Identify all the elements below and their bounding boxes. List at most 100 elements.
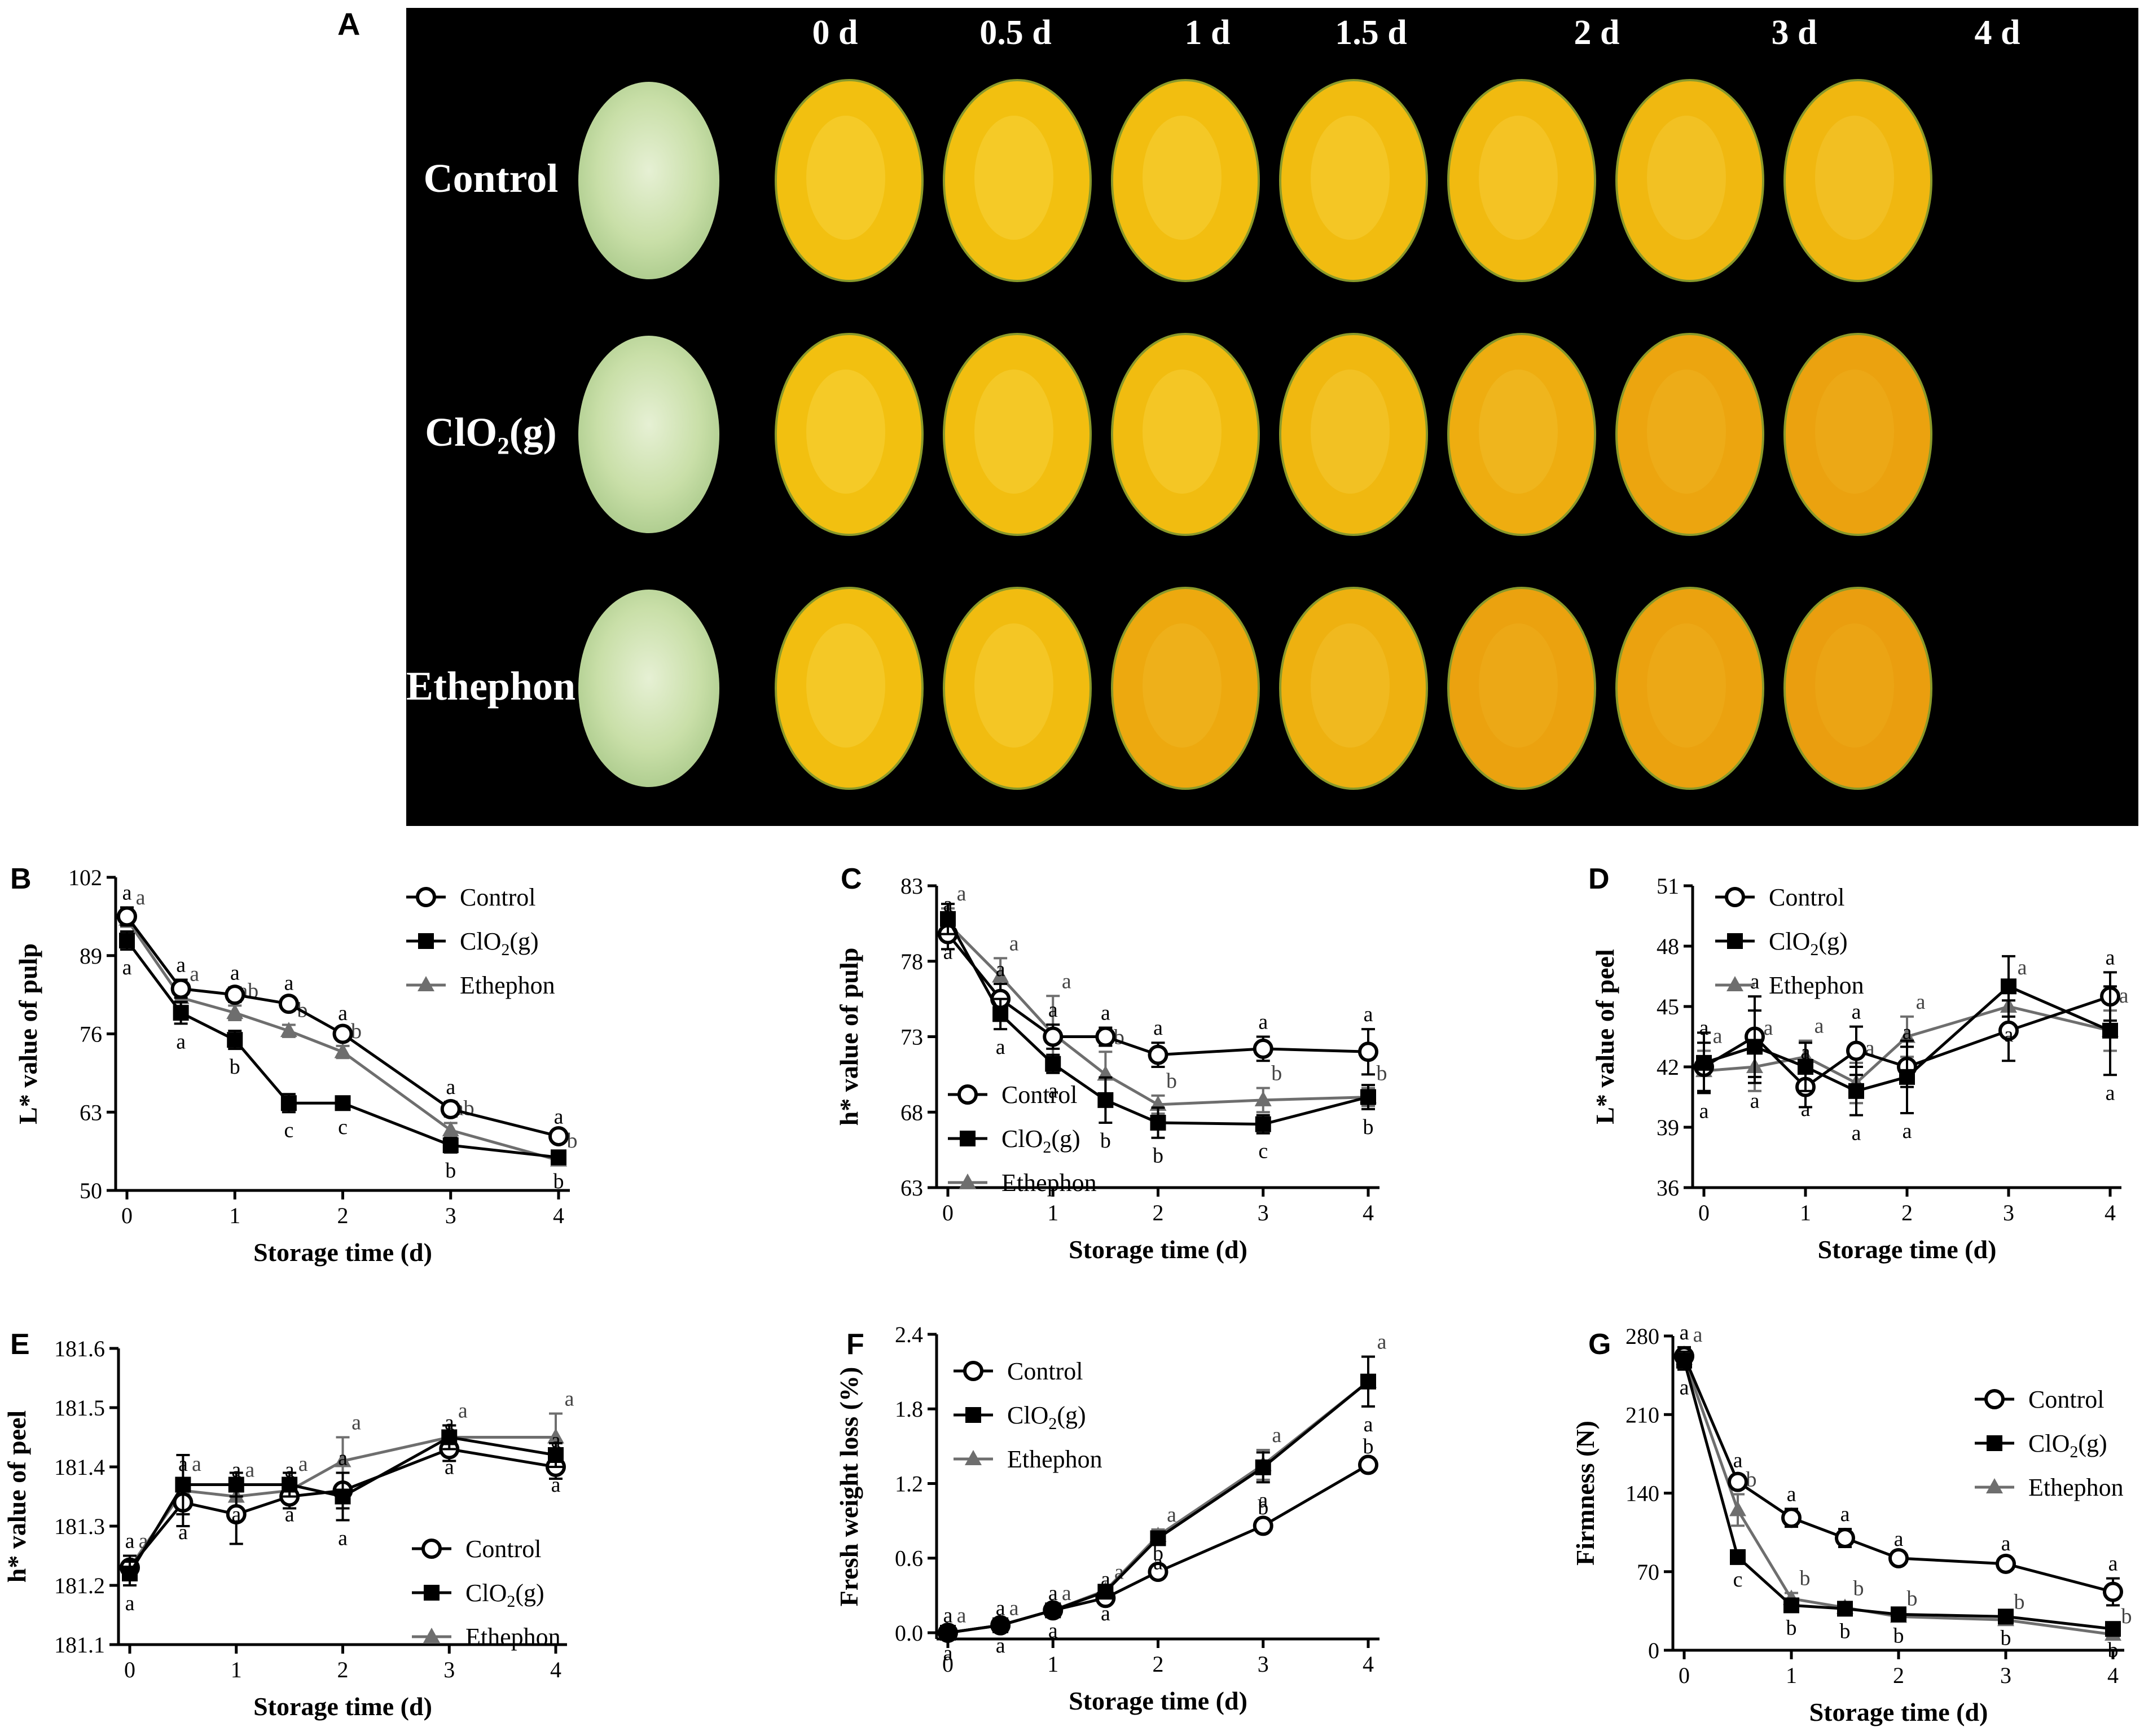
day-header: 3 d — [1772, 14, 1817, 52]
significance-letter: a — [996, 1634, 1005, 1658]
significance-letter: a — [338, 1527, 348, 1550]
x-tick-label: 1 — [229, 1203, 240, 1228]
panel-letter: G — [1588, 1328, 1611, 1361]
y-axis-title: Firmness (N) — [1571, 1421, 1600, 1566]
x-axis-title: Storage time (d) — [253, 1692, 432, 1721]
y-tick-label: 181.3 — [54, 1514, 105, 1539]
legend-label: ClO2(g) — [460, 928, 539, 959]
data-point-control — [170, 978, 191, 999]
data-point-clo2 — [227, 1032, 243, 1048]
significance-letter: b — [445, 1159, 456, 1183]
data-point-clo2 — [335, 1095, 351, 1111]
y-tick-label: 280 — [1625, 1324, 1659, 1349]
data-point-clo2 — [940, 911, 956, 927]
significance-letter: a — [1364, 1003, 1373, 1026]
significance-letter: a — [1852, 1000, 1861, 1024]
data-point-clo2 — [173, 1005, 189, 1021]
data-point-control — [226, 1504, 247, 1524]
data-point-ethephon — [992, 967, 1009, 983]
significance-letter: a — [1377, 1330, 1387, 1354]
significance-letter: a — [1272, 1423, 1281, 1447]
mango-pulp-slice — [943, 79, 1092, 282]
significance-letter: a — [178, 1520, 188, 1544]
data-point-clo2 — [1891, 1606, 1906, 1623]
data-point-control — [548, 1126, 569, 1146]
significance-letter: a — [446, 1075, 455, 1099]
legend-label: Control — [465, 1535, 541, 1563]
significance-letter: b — [2108, 1638, 2119, 1662]
significance-letter: b — [2001, 1626, 2011, 1650]
significance-letter: a — [1894, 1527, 1904, 1551]
y-tick-label: 42 — [1657, 1054, 1679, 1080]
mango-pulp-slice — [1111, 587, 1260, 790]
mango-pulp-slice — [1279, 587, 1428, 790]
significance-letter: a — [298, 1452, 308, 1476]
significance-letter: a — [231, 1458, 241, 1482]
significance-letter: a — [285, 1503, 295, 1527]
data-point-clo2 — [1696, 1054, 1712, 1071]
data-point-ethephon — [1729, 1501, 1746, 1517]
y-tick-label: 83 — [900, 873, 923, 899]
data-point-control — [1781, 1508, 1802, 1528]
y-tick-label: 0 — [1648, 1638, 1659, 1663]
y-tick-label: 1.8 — [895, 1396, 923, 1422]
significance-letter: a — [554, 1105, 564, 1128]
chart-panel-c: C 63 68 73 78 83 0 1 2 3 4 Storage time (d) h* value… — [834, 863, 1387, 1264]
significance-letter: c — [338, 1115, 348, 1139]
green-mango-peel — [578, 590, 719, 787]
x-axis-title: Storage time (d) — [1809, 1698, 1988, 1726]
data-point-clo2 — [228, 1476, 244, 1493]
y-axis-title: h* value of peel — [2, 1410, 31, 1583]
significance-letter: a — [1048, 998, 1058, 1022]
x-axis-title: Storage time (d) — [253, 1238, 432, 1267]
mango-pulp-slice — [1447, 333, 1596, 536]
data-point-control — [1998, 1020, 2019, 1041]
x-tick-label: 4 — [2105, 1200, 2116, 1225]
significance-letter: b — [351, 1019, 362, 1043]
data-point-ethephon — [1899, 1027, 1915, 1043]
data-point-clo2 — [1097, 1092, 1114, 1108]
significance-letter: a — [1801, 1097, 1811, 1121]
x-tick-label: 4 — [1363, 1651, 1374, 1677]
data-point-clo2 — [2105, 1621, 2121, 1637]
data-point-control — [440, 1098, 461, 1119]
data-point-ethephon — [442, 1121, 459, 1137]
data-point-clo2 — [1255, 1459, 1271, 1475]
legend-item-control: Control — [412, 1535, 541, 1563]
legend-label: Ethephon — [1001, 1169, 1097, 1197]
significance-letter: b — [1166, 1069, 1177, 1093]
data-point-clo2 — [1360, 1373, 1376, 1390]
significance-letter: a — [2119, 984, 2129, 1008]
significance-letter: a — [1903, 1020, 1912, 1044]
significance-letter: a — [2001, 1532, 2011, 1555]
significance-letter: a — [285, 1458, 295, 1482]
x-tick-label: 2 — [1901, 1200, 1913, 1225]
legend-item-clo2: ClO2(g) — [954, 1401, 1086, 1433]
significance-letter: a — [1048, 1581, 1058, 1605]
significance-letter: a — [1258, 1488, 1268, 1512]
legend-item-clo2: ClO2(g) — [412, 1579, 544, 1611]
significance-letter: a — [1101, 1602, 1110, 1625]
data-point-ethephon — [547, 1428, 564, 1444]
day-header: 1.5 d — [1335, 14, 1407, 52]
legend-label: ClO2(g) — [2028, 1430, 2107, 1461]
data-point-clo2 — [282, 1476, 298, 1493]
data-point-control — [1253, 1515, 1273, 1536]
data-point-control — [1358, 1041, 1378, 1062]
x-tick-label: 1 — [1047, 1200, 1058, 1225]
data-point-clo2 — [1899, 1069, 1915, 1085]
significance-letter: a — [1733, 1449, 1743, 1473]
significance-letter: a — [1750, 1089, 1760, 1113]
data-point-clo2 — [1045, 1056, 1061, 1072]
mango-pulp-slice — [1783, 333, 1932, 536]
significance-letter: a — [1680, 1321, 1689, 1344]
legend-label: Ethephon — [460, 972, 555, 999]
data-point-control — [225, 985, 245, 1005]
data-point-clo2 — [940, 1624, 956, 1641]
x-tick-label: 4 — [553, 1203, 564, 1228]
significance-letter: a — [2018, 956, 2027, 979]
y-axis-title: h* value of pulp — [834, 948, 863, 1126]
legend-label: Ethephon — [465, 1623, 561, 1651]
